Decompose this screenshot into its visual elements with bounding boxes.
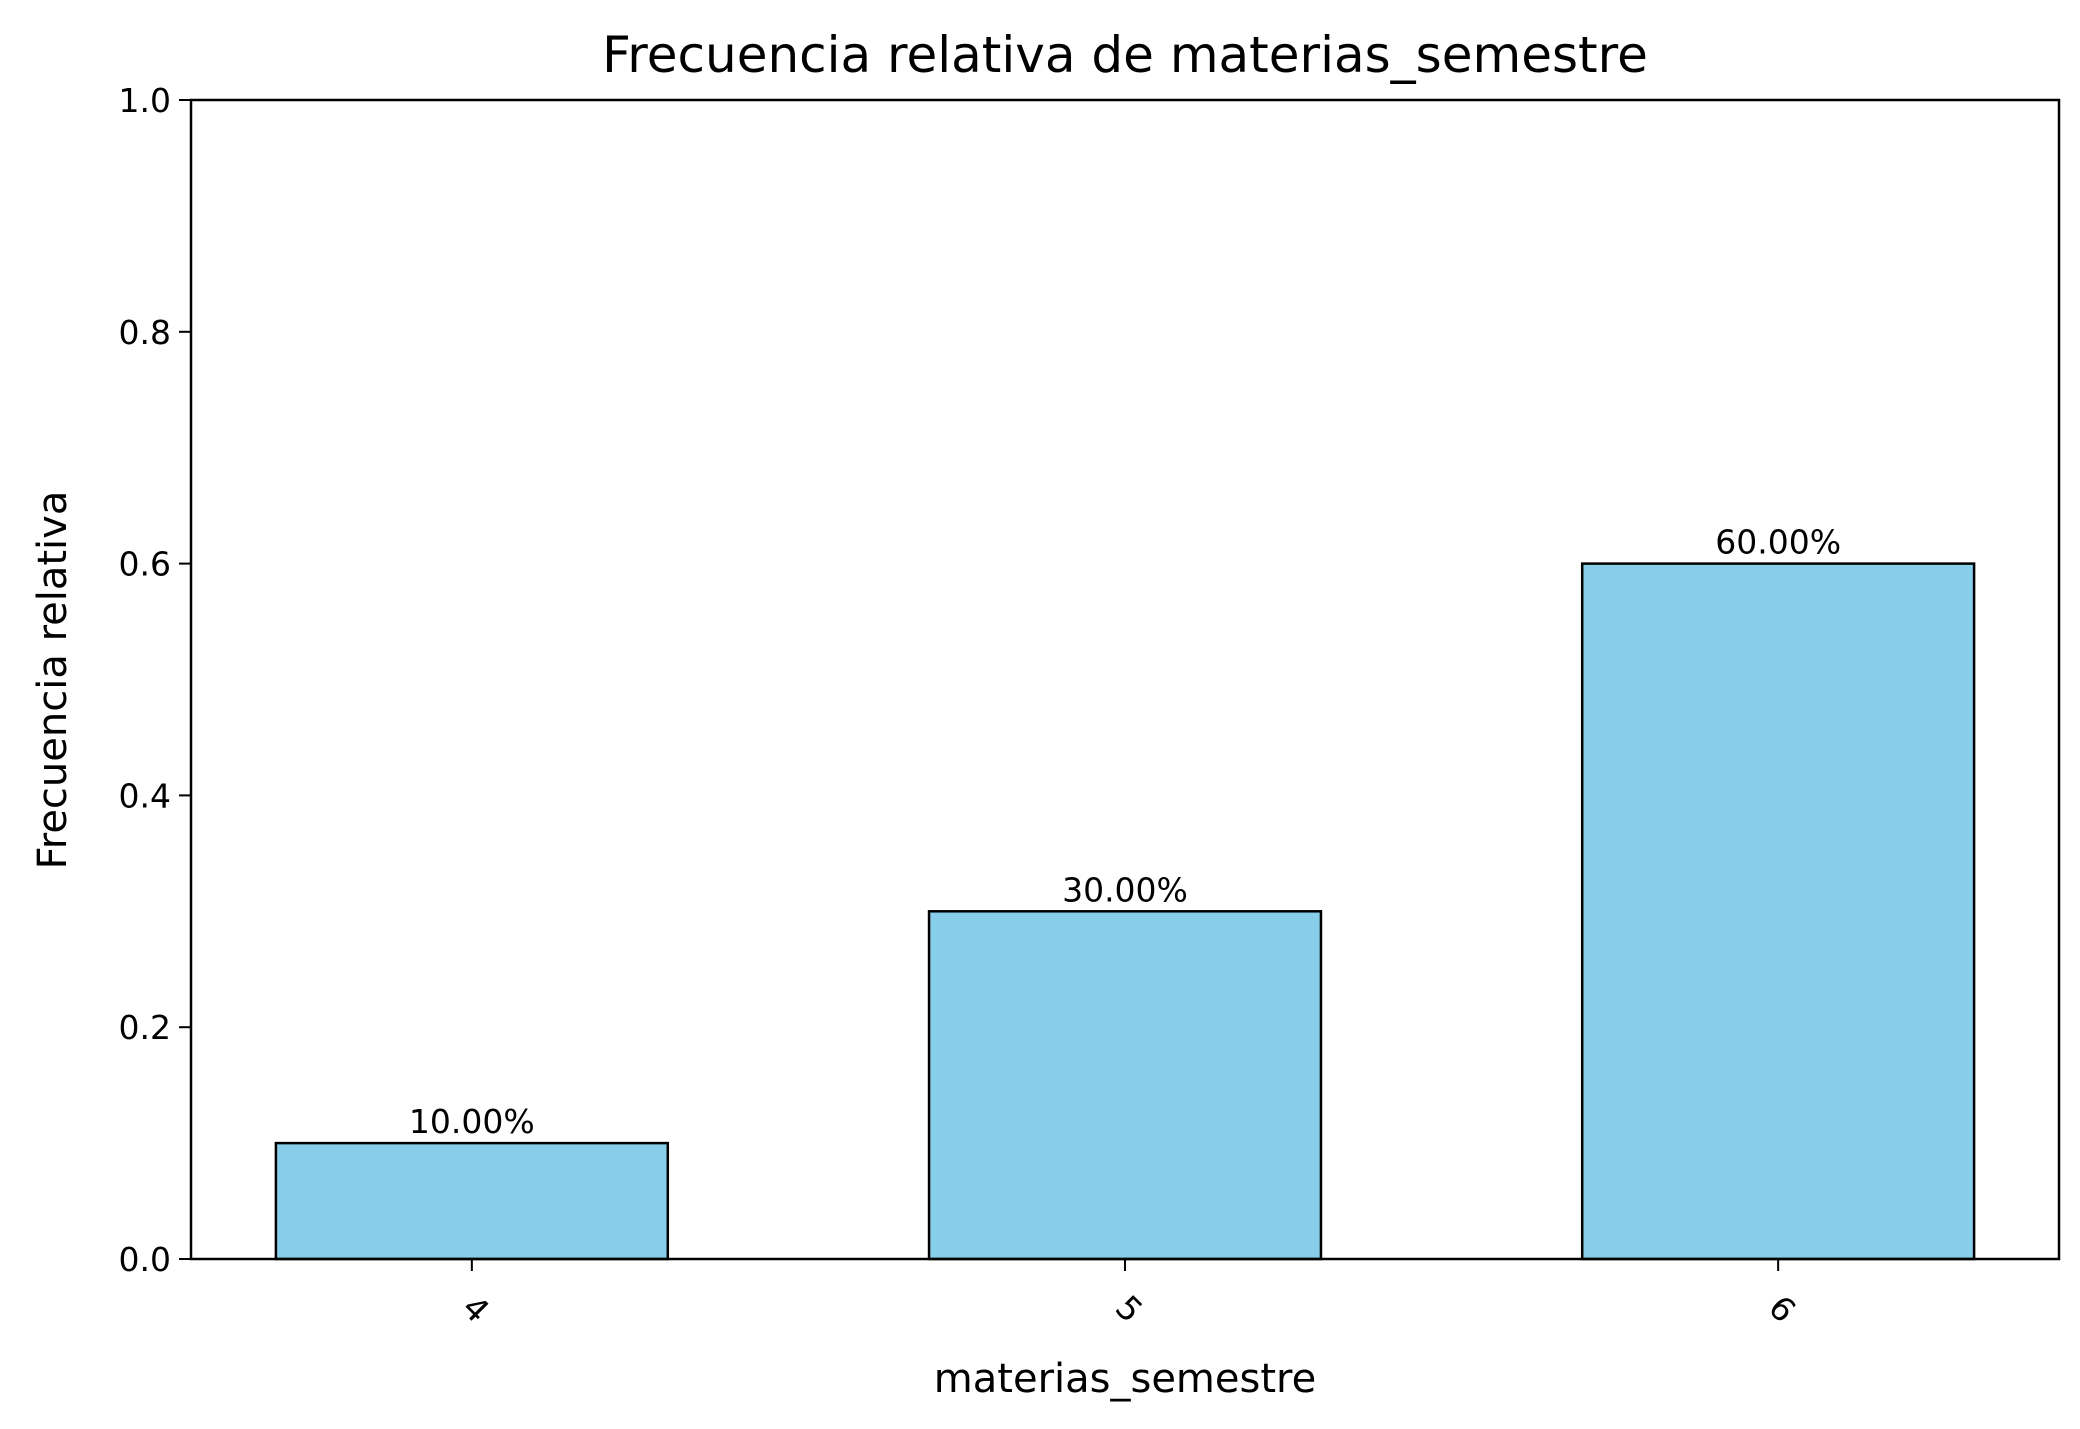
y-axis-label: Frecuencia relativa	[30, 491, 76, 870]
y-tick-label-5: 1.0	[119, 81, 171, 120]
data-label-6: 60.00%	[1715, 523, 1841, 562]
y-axis: 0.0 0.2 0.4 0.6 0.8 1.0	[119, 81, 191, 1279]
y-tick-label-1: 0.2	[119, 1008, 171, 1047]
plot-frame	[189, 98, 2061, 1261]
bar-5	[927, 910, 1323, 1261]
data-labels-layer: 10.00% 30.00% 60.00%	[409, 523, 1841, 1142]
x-axis-label: materias_semestre	[934, 1356, 1316, 1402]
data-label-4: 10.00%	[409, 1102, 535, 1141]
y-tick-label-4: 0.8	[119, 313, 171, 352]
chart-title: Frecuencia relativa de materias_semestre	[602, 26, 1648, 84]
bars-layer	[274, 562, 1976, 1261]
data-label-5: 30.00%	[1062, 870, 1188, 909]
y-tick-label-0: 0.0	[119, 1240, 171, 1279]
y-tick-label-2: 0.4	[119, 776, 171, 815]
bar-6	[1580, 562, 1976, 1261]
bar-4	[274, 1141, 670, 1261]
y-tick-label-3: 0.6	[119, 545, 171, 584]
